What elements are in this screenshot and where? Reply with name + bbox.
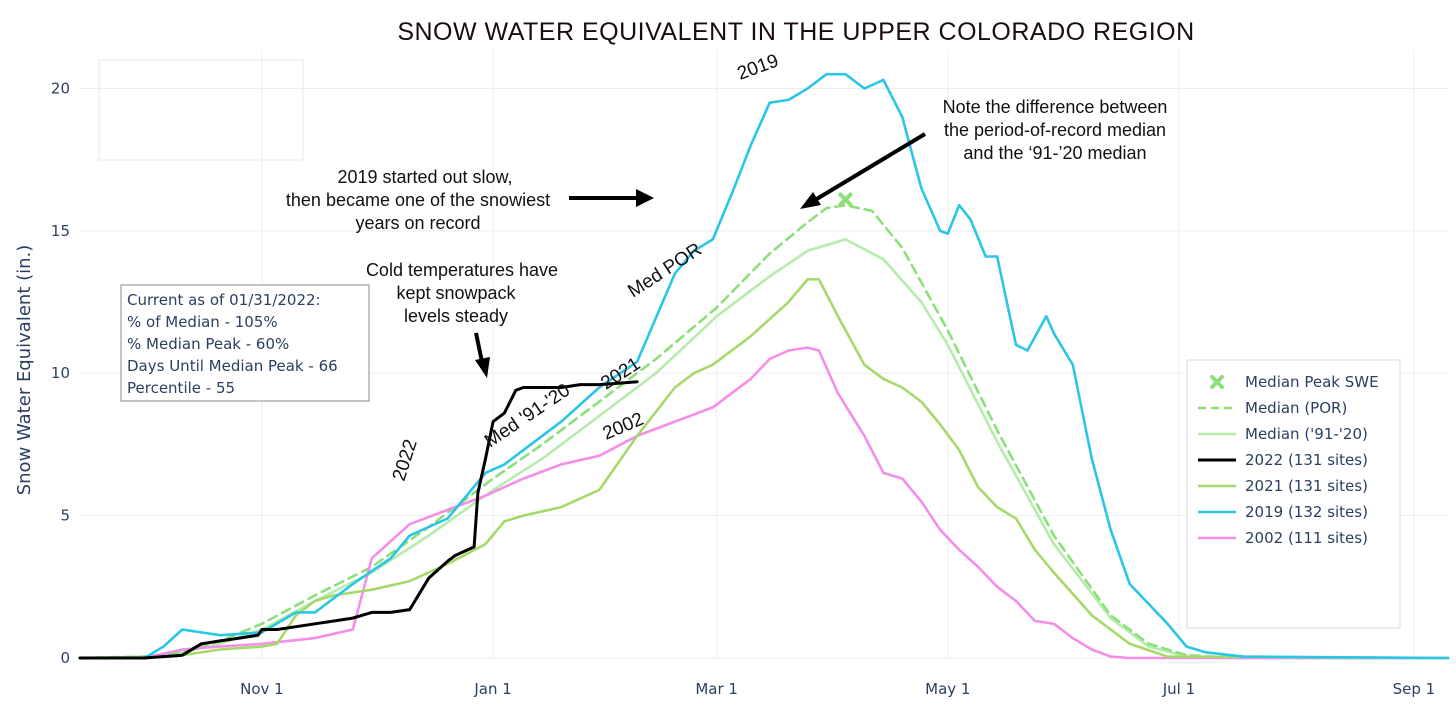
annotation-2019-arrowhead <box>636 189 654 207</box>
curve-label-2019: 2019 <box>735 51 782 85</box>
median-peak-point <box>838 192 853 207</box>
status-line-3: % Median Peak - 60% <box>127 335 289 353</box>
annotation-median: Note the difference between the period-o… <box>800 97 1167 209</box>
x-tick-label: May 1 <box>925 680 970 698</box>
status-box-frame <box>120 284 370 402</box>
curve-label-med-por: Med POR <box>624 239 705 302</box>
legend-label: Median (POR) <box>1245 399 1347 417</box>
annotation-2019-line-1: 2019 started out slow, <box>337 167 512 187</box>
status-line-1: Current as of 01/31/2022: <box>127 291 321 309</box>
x-tick-label: Jan 1 <box>473 680 511 698</box>
legend-label: 2021 (131 sites) <box>1245 477 1368 495</box>
annotation-cold: Cold temperatures have kept snowpack lev… <box>366 260 558 378</box>
curve-label-2022: 2022 <box>389 437 422 484</box>
legend-label: Median ('91-'20) <box>1245 425 1368 443</box>
annotation-cold-line-1: Cold temperatures have <box>366 260 558 280</box>
y-tick-label: 0 <box>60 649 70 667</box>
annotation-2019: 2019 started out slow, then became one o… <box>286 167 654 233</box>
annotation-median-arrowhead <box>800 192 821 209</box>
x-ticks: Nov 1 Jan 1 Mar 1 May 1 Jul 1 Sep 1 <box>240 680 1435 698</box>
annotation-2019-line-3: years on record <box>355 213 480 233</box>
y-tick-label: 15 <box>51 222 70 240</box>
legend-frame <box>1186 359 1401 629</box>
annotation-cold-line-2: kept snowpack <box>396 283 516 303</box>
y-tick-label: 20 <box>51 79 70 97</box>
series-layer <box>78 72 1450 660</box>
legend-label: Median Peak SWE <box>1245 373 1379 391</box>
y-ticks: 0 5 10 15 20 <box>51 79 70 667</box>
legend-label: 2019 (132 sites) <box>1245 503 1368 521</box>
status-line-4: Days Until Median Peak - 66 <box>127 357 338 375</box>
x-tick-label: Nov 1 <box>240 680 284 698</box>
annotation-median-line-2: the period-of-record median <box>944 120 1166 140</box>
x-tick-label: Sep 1 <box>1393 680 1436 698</box>
annotation-median-line-3: and the ‘91-’20 median <box>963 143 1146 163</box>
legend-label: 2022 (131 sites) <box>1245 451 1368 469</box>
series-line-2022-131-sites <box>78 380 639 660</box>
status-line-5: Percentile - 55 <box>127 379 235 397</box>
median-peak-marker <box>838 192 853 207</box>
y-tick-label: 5 <box>60 507 70 525</box>
x-tick-label: Mar 1 <box>695 680 738 698</box>
annotation-cold-arrowhead <box>475 357 490 378</box>
annotation-cold-line-3: levels steady <box>404 306 508 326</box>
annotation-median-line-1: Note the difference between <box>943 97 1168 117</box>
series-line-2002-111-sites <box>78 346 1450 660</box>
legend: Median Peak SWE Median (POR) Median ('91-'… <box>1186 359 1401 629</box>
chart-title: SNOW WATER EQUIVALENT IN THE UPPER COLOR… <box>397 18 1194 46</box>
annotation-median-arrow <box>813 132 927 202</box>
curve-label-med-91-20: Med '91-'20 <box>481 380 574 452</box>
series-line-median-por <box>78 203 1450 660</box>
inset-placeholder <box>98 59 304 161</box>
y-tick-label: 10 <box>51 364 70 382</box>
y-axis-label: Snow Water Equivalent (in.) <box>14 245 35 496</box>
x-tick-label: Jul 1 <box>1162 680 1195 698</box>
series-line-2021-131-sites <box>78 277 1450 660</box>
curve-label-2002: 2002 <box>600 409 647 445</box>
status-box: Current as of 01/31/2022: % of Median - … <box>120 284 370 402</box>
legend-label: 2002 (111 sites) <box>1245 529 1368 547</box>
annotation-cold-arrow <box>474 332 484 363</box>
legend-symbol <box>1210 375 1224 389</box>
series-line-median-91-20 <box>78 238 1450 660</box>
status-line-2: % of Median - 105% <box>127 313 278 331</box>
annotation-2019-line-2: then became one of the snowiest <box>286 190 550 210</box>
series-line-2019-132-sites <box>78 72 1450 660</box>
